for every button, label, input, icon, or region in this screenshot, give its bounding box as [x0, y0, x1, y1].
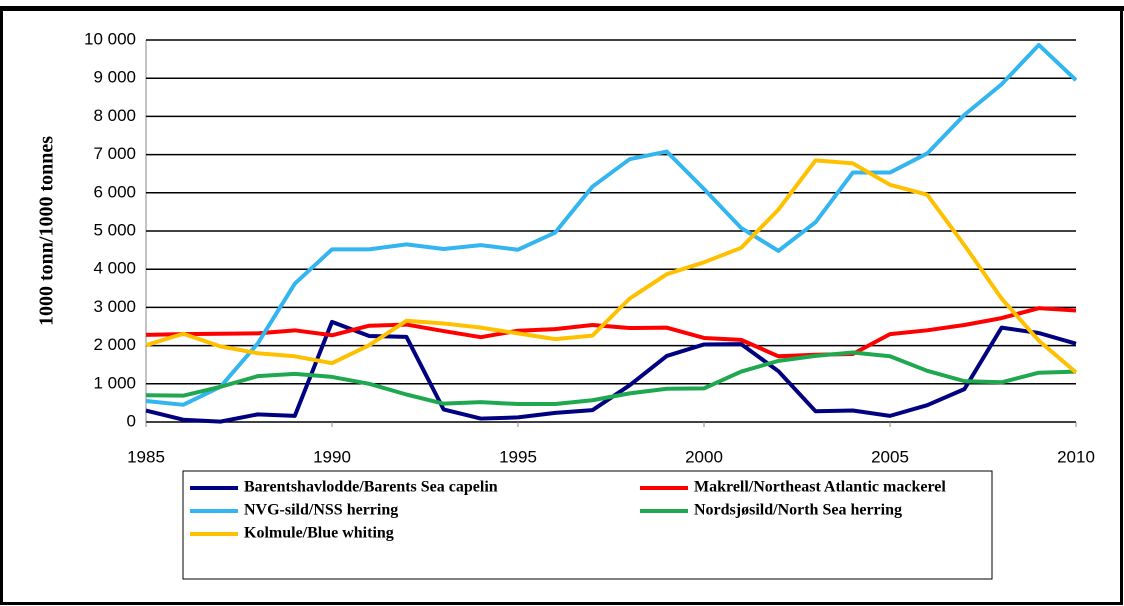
y-tick-label: 2 000 [93, 335, 136, 354]
y-tick-label: 8 000 [93, 106, 136, 125]
legend-label: Kolmule/Blue whiting [244, 525, 394, 542]
y-tick-label: 4 000 [93, 259, 136, 278]
series-line [145, 158, 1078, 374]
y-tick-label: 6 000 [93, 182, 136, 201]
legend-label: Nordsjøsild/North Sea herring [694, 502, 902, 519]
y-axis-label: 1000 tonn/1000 tonnes [36, 136, 58, 326]
y-tick-label: 9 000 [93, 68, 136, 87]
series-line [145, 42, 1078, 407]
y-tick-label: 5 000 [93, 220, 136, 239]
series-line [145, 350, 1077, 407]
y-tick-label: 7 000 [93, 144, 136, 163]
legend-label: NVG-sild/NSS herring [244, 502, 398, 519]
y-tick-label: 1 000 [93, 373, 136, 392]
y-tick-label: 10 000 [84, 29, 136, 48]
legend-label: Barentshavlodde/Barents Sea capelin [244, 479, 498, 496]
series-line [145, 306, 1077, 359]
x-tick-label: 2005 [871, 447, 909, 466]
x-tick-label: 2000 [685, 447, 723, 466]
y-tick-label: 3 000 [93, 297, 136, 316]
legend-label: Makrell/Northeast Atlantic mackerel [694, 479, 946, 496]
y-tick-label: 0 [127, 411, 136, 430]
legend [182, 470, 993, 580]
top-bar [0, 6, 1124, 11]
x-tick-label: 1985 [127, 447, 165, 466]
x-tick-label: 1995 [499, 447, 537, 466]
x-tick-label: 2010 [1057, 447, 1095, 466]
x-tick-label: 1990 [313, 447, 351, 466]
